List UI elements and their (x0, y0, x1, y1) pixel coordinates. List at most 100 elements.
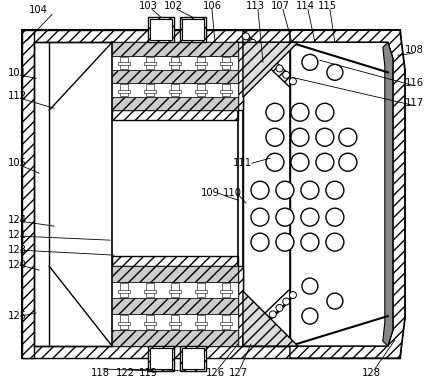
Bar (146, 84, 154, 96)
Circle shape (243, 33, 250, 40)
Bar (171, 283, 179, 297)
Text: 107: 107 (270, 2, 289, 11)
Bar (196, 283, 205, 297)
Text: 115: 115 (318, 2, 337, 11)
Bar (120, 315, 128, 329)
Circle shape (256, 324, 263, 331)
Bar (169, 62, 181, 66)
Polygon shape (243, 30, 290, 87)
Text: 106: 106 (202, 2, 222, 11)
Circle shape (263, 317, 270, 324)
Text: 116: 116 (405, 78, 425, 88)
Bar (112, 314, 238, 330)
Text: 121: 121 (8, 230, 27, 240)
Polygon shape (112, 110, 238, 120)
Circle shape (289, 78, 297, 85)
Text: 122: 122 (116, 368, 135, 378)
Bar (148, 17, 174, 42)
Text: 108: 108 (405, 45, 424, 55)
Bar (118, 90, 130, 93)
Circle shape (302, 54, 318, 70)
Bar (118, 322, 130, 325)
Bar (222, 57, 230, 69)
Bar (196, 315, 205, 329)
Circle shape (266, 128, 284, 146)
Circle shape (256, 46, 263, 53)
Text: 123: 123 (8, 245, 27, 255)
Bar (150, 19, 172, 40)
Bar (112, 282, 238, 298)
Text: 114: 114 (295, 2, 315, 11)
Text: 112: 112 (8, 91, 27, 101)
Bar (112, 266, 238, 282)
Bar (220, 62, 232, 66)
Polygon shape (243, 291, 298, 346)
Bar (182, 348, 204, 369)
Bar (220, 90, 232, 93)
Circle shape (269, 311, 276, 318)
Circle shape (249, 39, 256, 46)
Text: 105: 105 (8, 158, 27, 168)
Circle shape (276, 233, 294, 251)
Circle shape (326, 233, 344, 251)
Bar (146, 57, 154, 69)
Bar (146, 315, 154, 329)
Bar (150, 348, 172, 369)
Polygon shape (290, 30, 405, 358)
Text: 102: 102 (163, 2, 182, 11)
Bar (143, 90, 155, 93)
Polygon shape (22, 30, 34, 358)
Circle shape (263, 52, 270, 59)
Bar (112, 298, 238, 314)
Text: 117: 117 (405, 98, 425, 108)
Circle shape (301, 208, 319, 226)
Text: 110: 110 (223, 188, 241, 198)
Bar (112, 97, 238, 110)
Circle shape (316, 103, 334, 121)
Polygon shape (22, 346, 400, 358)
Bar (22, 30, 400, 358)
Bar (169, 290, 181, 293)
Text: 127: 127 (229, 368, 247, 378)
Circle shape (339, 128, 357, 146)
Bar (180, 346, 206, 371)
Text: 113: 113 (246, 2, 265, 11)
Bar (180, 17, 206, 42)
Circle shape (276, 208, 294, 226)
Circle shape (327, 64, 343, 80)
Polygon shape (22, 30, 400, 42)
Circle shape (266, 153, 284, 171)
Bar (220, 290, 232, 293)
Polygon shape (383, 42, 393, 346)
Circle shape (316, 128, 334, 146)
Text: 118: 118 (91, 368, 110, 378)
Text: 101: 101 (8, 68, 27, 78)
Circle shape (251, 233, 269, 251)
Bar (222, 315, 230, 329)
Bar (112, 330, 238, 346)
Bar (112, 56, 238, 69)
Polygon shape (243, 42, 298, 97)
Bar (146, 283, 154, 297)
Text: 128: 128 (363, 368, 381, 378)
Circle shape (302, 308, 318, 324)
Circle shape (301, 233, 319, 251)
Bar (120, 84, 128, 96)
Circle shape (291, 153, 309, 171)
Circle shape (339, 153, 357, 171)
Bar (112, 69, 238, 83)
Bar (118, 290, 130, 293)
Circle shape (289, 292, 297, 299)
Circle shape (276, 65, 283, 72)
Bar (143, 290, 155, 293)
Polygon shape (238, 42, 243, 110)
Bar (220, 322, 232, 325)
Polygon shape (243, 289, 290, 346)
Bar (118, 62, 130, 66)
Bar (194, 62, 206, 66)
Bar (194, 90, 206, 93)
Text: 111: 111 (232, 158, 252, 168)
Bar (222, 84, 230, 96)
Circle shape (302, 278, 318, 294)
Polygon shape (238, 266, 243, 346)
